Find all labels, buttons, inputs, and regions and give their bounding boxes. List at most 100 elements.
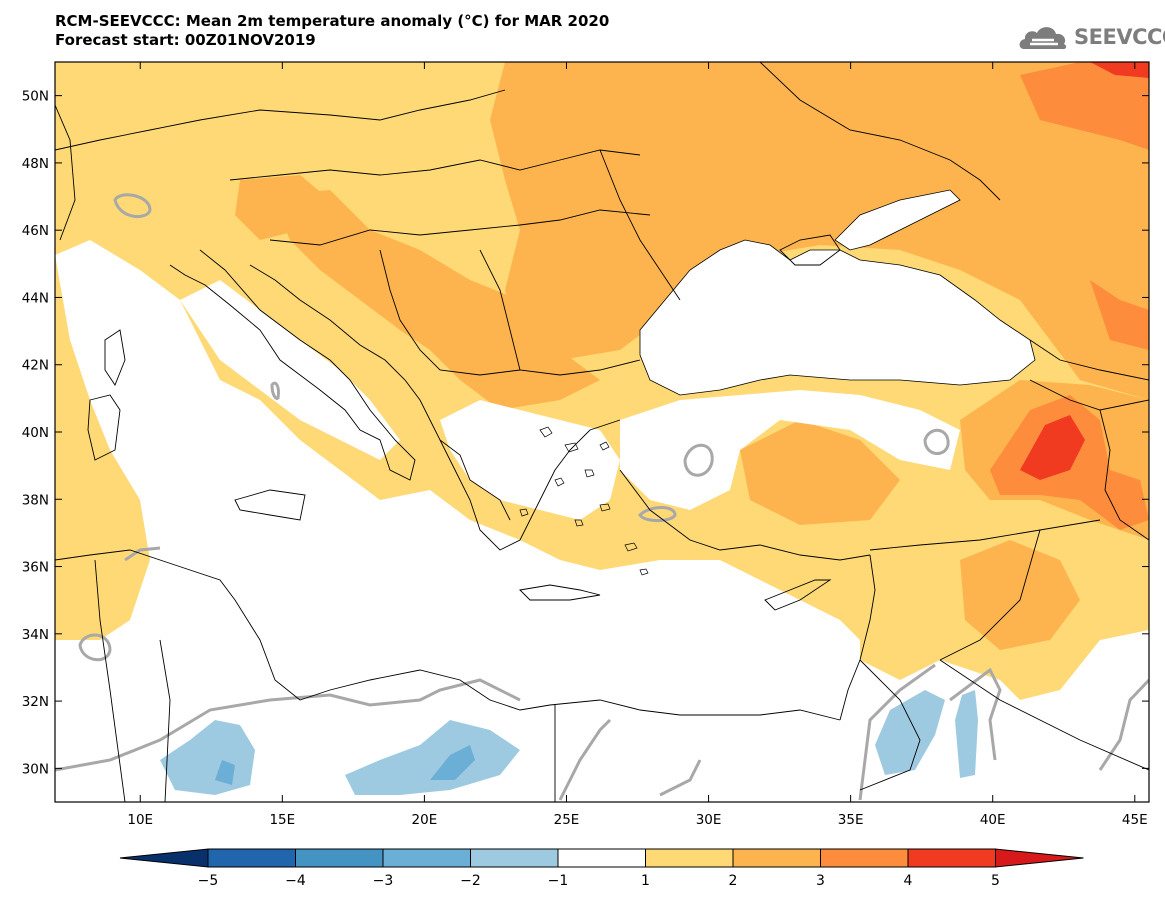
contour-libya bbox=[55, 678, 521, 772]
turkey-south-coast bbox=[619, 469, 871, 561]
island-1 bbox=[539, 426, 553, 438]
lat-tick-label: 44N bbox=[22, 290, 49, 306]
colorbar-segment bbox=[557, 848, 646, 868]
island-8 bbox=[639, 568, 649, 576]
anomaly-minus-2-3-libya-east bbox=[430, 745, 475, 780]
border-caucasus bbox=[1029, 339, 1149, 381]
colorbar: −5 −4 −3 −2 −1 1 2 3 4 5 bbox=[119, 848, 1084, 889]
latitude-axis: 50N 48N 46N 44N 42N 40N 38N 36N 34N 32N 30N bbox=[22, 89, 1149, 777]
anomaly-minus-1-2-saudi bbox=[955, 690, 978, 778]
contour-algeria-west bbox=[124, 546, 161, 562]
border-turkey-georgia bbox=[1029, 379, 1149, 411]
colorbar-tick-label: 1 bbox=[641, 873, 650, 889]
corsica bbox=[104, 329, 126, 386]
colorbar-segment bbox=[820, 848, 909, 868]
contour-alps bbox=[113, 193, 152, 219]
colorbar-tick-label: 4 bbox=[904, 873, 913, 889]
colorbar-tick-label: −2 bbox=[460, 873, 481, 889]
colorbar-arrow-high bbox=[995, 848, 1084, 868]
border-balkans-1 bbox=[379, 249, 521, 376]
border-turkey-iran bbox=[1099, 409, 1149, 541]
contour-anatolia-3 bbox=[638, 506, 677, 523]
contour-egypt bbox=[558, 718, 612, 801]
greece-coast bbox=[439, 419, 621, 551]
anomaly-neutral-mediterranean bbox=[55, 240, 1149, 802]
border-syria-iraq bbox=[939, 529, 1041, 661]
island-2 bbox=[564, 442, 579, 453]
contour-algeria bbox=[78, 633, 112, 661]
contour-italy bbox=[270, 381, 280, 400]
border-france-spain bbox=[55, 104, 76, 241]
lat-tick-label: 34N bbox=[22, 627, 49, 643]
island-3 bbox=[584, 469, 595, 478]
africa-coast bbox=[55, 549, 841, 721]
azov-sea bbox=[834, 189, 961, 251]
seevccc-logo: SEEVCCC bbox=[1018, 22, 1165, 52]
map-title: RCM-SEEVCCC: Mean 2m temperature anomaly… bbox=[55, 12, 609, 50]
contour-anatolia-1 bbox=[683, 443, 714, 477]
border-iraq-saudi bbox=[939, 659, 1149, 771]
adriatic-east bbox=[249, 264, 511, 521]
anomaly-minus-1-2-libya-east bbox=[345, 720, 520, 795]
colorbar-segment bbox=[470, 848, 559, 868]
logo-text: SEEVCCC bbox=[1074, 25, 1165, 49]
lon-tick-label: 35E bbox=[838, 812, 864, 828]
crete bbox=[519, 584, 601, 601]
colorbar-tick-label: −3 bbox=[373, 873, 394, 889]
anomaly-neutral-italy-west bbox=[180, 280, 400, 460]
anomaly-neutral-anatolia bbox=[620, 390, 960, 510]
border-central-europe-3 bbox=[269, 209, 651, 246]
title-line-2: Forecast start: 00Z01NOV2019 bbox=[55, 31, 316, 49]
contour-iraq bbox=[1098, 678, 1149, 771]
anomaly-2-3-alps bbox=[235, 175, 330, 240]
coastlines bbox=[55, 62, 1149, 802]
island-7 bbox=[624, 542, 638, 552]
anomaly-2-3-anatolia bbox=[740, 420, 900, 525]
lon-tick-label: 30E bbox=[696, 812, 722, 828]
lat-tick-label: 32N bbox=[22, 694, 49, 710]
border-romania-moldova bbox=[599, 149, 681, 301]
border-ukraine-russia bbox=[759, 62, 1001, 201]
crimea bbox=[779, 234, 841, 266]
lat-tick-label: 30N bbox=[22, 761, 49, 777]
colorbar-tick-label: −4 bbox=[285, 873, 306, 889]
lon-tick-label: 10E bbox=[127, 812, 153, 828]
anomaly-2-3-middle-east bbox=[960, 540, 1080, 650]
anomaly-3-4-northeast bbox=[1020, 62, 1149, 150]
colorbar-segment bbox=[645, 848, 734, 868]
border-central-europe-2 bbox=[229, 149, 641, 181]
lon-tick-label: 45E bbox=[1122, 812, 1148, 828]
cloud-logo-icon bbox=[1019, 27, 1067, 50]
border-turkey-syria bbox=[869, 519, 1101, 551]
lat-tick-label: 36N bbox=[22, 560, 49, 576]
lat-tick-label: 40N bbox=[22, 425, 49, 441]
border-central-europe-1 bbox=[55, 89, 506, 151]
aegean-islands bbox=[519, 426, 649, 576]
colorbar-segment bbox=[295, 848, 384, 868]
colorbar-segment bbox=[907, 848, 996, 868]
anomaly-4-5-caucasus bbox=[1020, 415, 1085, 480]
lon-tick-label: 40E bbox=[980, 812, 1006, 828]
island-5 bbox=[599, 503, 611, 512]
border-libya-tunisia bbox=[159, 639, 171, 802]
colorbar-tick-label: 3 bbox=[816, 873, 825, 889]
anomaly-2-3-balkans bbox=[270, 190, 600, 410]
border-jordan bbox=[859, 659, 921, 791]
contour-egypt-2 bbox=[659, 759, 702, 797]
longitude-axis: 10E 15E 20E 25E 30E 35E 40E 45E bbox=[127, 62, 1148, 828]
lat-tick-label: 50N bbox=[22, 89, 49, 105]
island-10 bbox=[519, 508, 529, 517]
lon-tick-label: 20E bbox=[412, 812, 438, 828]
contour-anatolia-2 bbox=[923, 429, 950, 455]
title-line-1: RCM-SEEVCCC: Mean 2m temperature anomaly… bbox=[55, 12, 610, 30]
colorbar-tick-label: 2 bbox=[729, 873, 738, 889]
colorbar-arrow-low bbox=[119, 848, 209, 868]
colorbar-tick-label: −1 bbox=[548, 873, 569, 889]
lat-tick-label: 48N bbox=[22, 156, 49, 172]
colorbar-segment bbox=[732, 848, 821, 868]
anomaly-4-5-northeast bbox=[1090, 62, 1149, 78]
anomaly-minus-2-3-libya-west bbox=[215, 760, 235, 785]
cyprus bbox=[764, 579, 832, 611]
black-sea bbox=[639, 239, 1036, 396]
zero-contours bbox=[55, 193, 1149, 801]
